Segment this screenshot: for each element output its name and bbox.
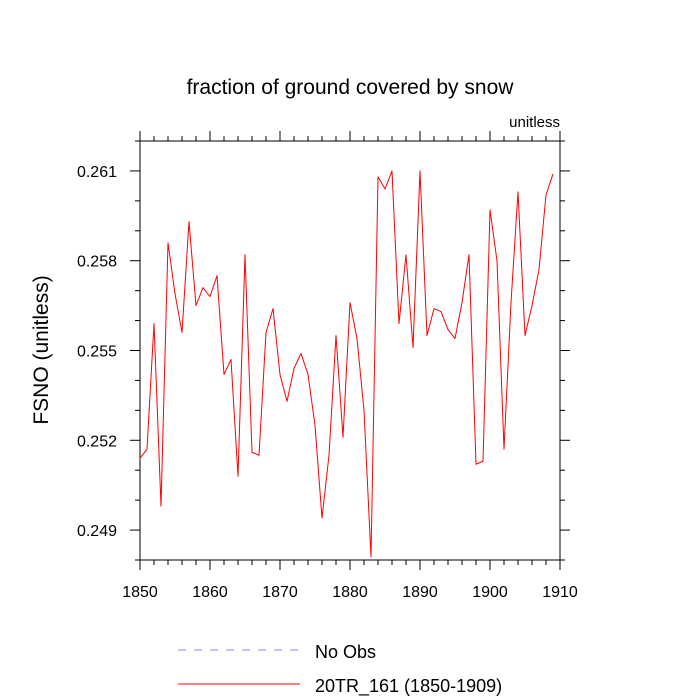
series-line <box>139 170 554 558</box>
y-tick-label: 0.249 <box>77 523 117 540</box>
x-tick-label: 1860 <box>192 584 228 601</box>
y-tick-label: 0.252 <box>77 433 117 450</box>
y-axis-label: FSNO (unitless) <box>30 275 53 424</box>
x-tick-label: 1900 <box>472 584 508 601</box>
legend-label: 20TR_161 (1850-1909) <box>315 676 502 697</box>
plot-frame <box>139 140 561 561</box>
x-tick-label: 1880 <box>332 584 368 601</box>
x-tick-label: 1890 <box>402 584 438 601</box>
x-tick-label: 1910 <box>542 584 578 601</box>
chart-title: fraction of ground covered by snow <box>187 76 515 99</box>
y-tick-label: 0.258 <box>77 254 117 271</box>
y-tick-label: 0.261 <box>77 164 117 181</box>
axis-tick-labels: 1850 1860 1870 1880 1890 1900 1910 0.249 0.252 0.… <box>77 164 578 601</box>
x-tick-label: 1870 <box>262 584 298 601</box>
legend-label: No Obs <box>315 642 376 662</box>
x-tick-label: 1850 <box>122 584 158 601</box>
units-label: unitless <box>509 114 560 131</box>
data-series <box>139 170 554 558</box>
y-tick-label: 0.255 <box>77 344 117 361</box>
axis-ticks <box>130 131 570 570</box>
legend: No Obs 20TR_161 (1850-1909) <box>178 642 502 697</box>
